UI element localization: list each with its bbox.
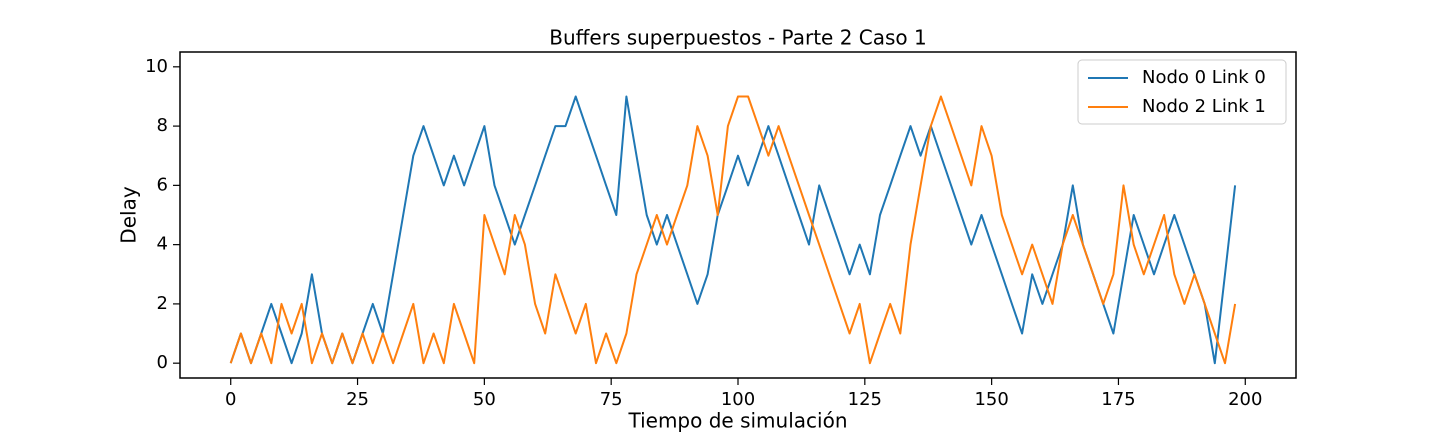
x-tick-label: 100 (721, 389, 755, 410)
y-tick-label: 10 (145, 56, 168, 77)
legend-box (1077, 59, 1287, 125)
x-tick-label: 50 (473, 389, 496, 410)
series-line (229, 95, 1237, 365)
y-tick-label: 4 (157, 234, 168, 255)
x-tick-label: 25 (346, 389, 369, 410)
x-axis-label: Tiempo de simulación (627, 409, 847, 433)
chart-title: Buffers superpuestos - Parte 2 Caso 1 (549, 26, 927, 50)
legend-label: Nodo 2 Link 1 (1142, 96, 1266, 117)
x-tick-label: 200 (1228, 389, 1262, 410)
legend-label: Nodo 0 Link 0 (1142, 67, 1266, 88)
x-tick-label: 150 (974, 389, 1008, 410)
x-tick-label: 175 (1101, 389, 1135, 410)
x-tick-label: 75 (600, 389, 623, 410)
y-tick-label: 6 (157, 174, 168, 195)
x-tick-label: 0 (225, 389, 236, 410)
x-tick-label: 125 (848, 389, 882, 410)
y-axis-label: Delay (117, 186, 141, 244)
plot-frame (179, 51, 1297, 379)
series-line (229, 95, 1237, 365)
y-tick-label: 2 (157, 293, 168, 314)
y-tick-label: 8 (157, 115, 168, 136)
y-tick-label: 0 (157, 352, 168, 373)
